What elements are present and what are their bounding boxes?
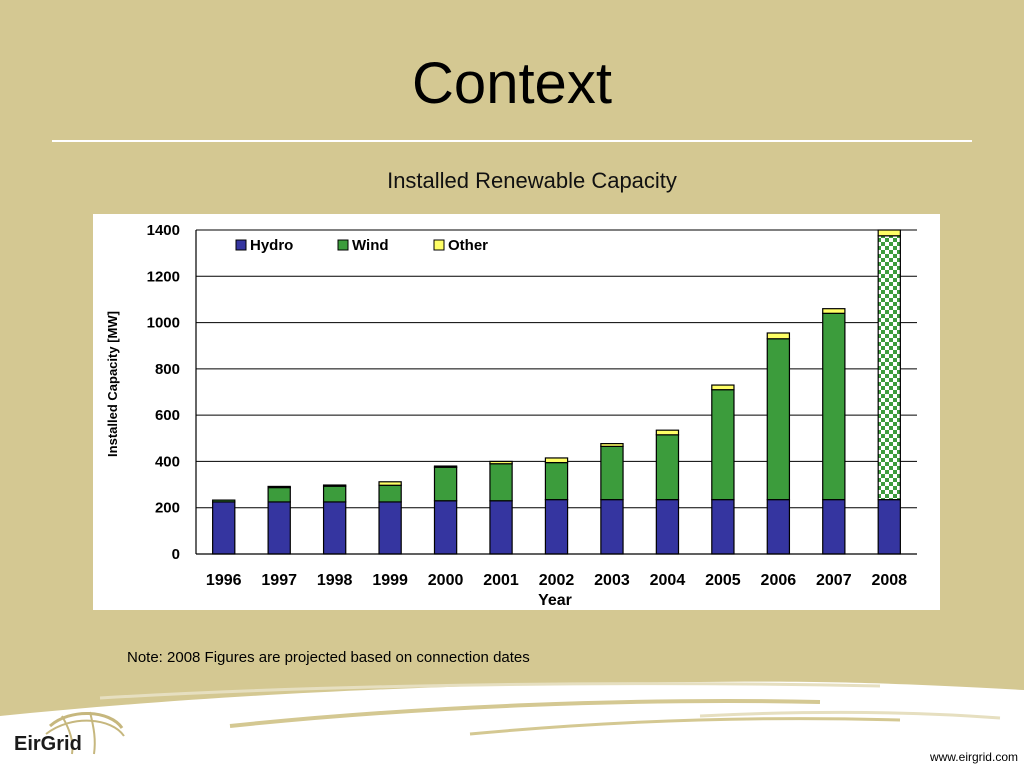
y-tick-label: 1200 <box>147 268 180 285</box>
bar-wind-2003 <box>600 445 624 501</box>
bar-other-2003 <box>600 443 624 447</box>
bar-other-1999 <box>378 481 402 486</box>
x-tick-label: 2003 <box>594 572 630 589</box>
x-tick-label: 2001 <box>483 572 519 589</box>
bar-other-2005 <box>711 384 735 391</box>
stacked-bar-chart: 0 200 400 600 800 1000 1200 1400 1996 1997 1998 199… <box>105 222 917 609</box>
bar-wind-2007 <box>822 312 846 501</box>
bar-hydro-2002 <box>544 499 569 555</box>
bar-hydro-2006 <box>766 499 791 555</box>
bar-hydro-1997 <box>267 501 291 555</box>
bar-hydro-2001 <box>489 500 513 555</box>
bar-other-2004 <box>655 429 680 436</box>
chart-title: Installed Renewable Capacity <box>387 168 677 193</box>
svg-text:EirGrid: EirGrid <box>14 733 82 755</box>
bar-wind-1999 <box>378 484 402 503</box>
bar-other-2000 <box>433 465 458 468</box>
bar-other-2006 <box>766 332 791 340</box>
website-url: www.eirgrid.com <box>929 750 1018 764</box>
title-divider <box>52 140 972 142</box>
x-tick-label: 2006 <box>761 572 797 589</box>
y-tick-label: 400 <box>155 453 180 470</box>
bar-wind-2001 <box>489 463 513 502</box>
y-tick-label: 200 <box>155 500 180 517</box>
x-axis-label: Year <box>538 592 572 609</box>
legend-label-hydro: Hydro <box>250 237 293 254</box>
y-tick-label: 800 <box>155 361 180 378</box>
bar-hydro-2004 <box>655 499 680 555</box>
x-tick-label: 2008 <box>871 572 907 589</box>
x-tick-label: 2007 <box>816 572 852 589</box>
slide-title: Context <box>412 51 612 116</box>
bar-hydro-2007 <box>822 499 846 555</box>
bar-other-2008 <box>877 229 901 237</box>
y-axis-label: Installed Capacity [MW] <box>105 311 120 457</box>
x-tick-label: 2005 <box>705 572 741 589</box>
x-tick-label: 1999 <box>372 572 408 589</box>
bar-wind-2006 <box>766 338 791 501</box>
bar-hydro-1998 <box>322 501 347 555</box>
projection-note: Note: 2008 Figures are projected based o… <box>127 649 530 666</box>
bar-wind-1997 <box>267 486 291 503</box>
bar-wind-2008 <box>877 235 901 501</box>
bar-other-1997 <box>267 485 291 489</box>
legend-swatch-hydro <box>235 239 247 251</box>
x-tick-label: 2002 <box>539 572 575 589</box>
eirgrid-logo: EirGrid <box>14 711 125 755</box>
x-tick-label: 1998 <box>317 572 353 589</box>
chart-panel: 0 200 400 600 800 1000 1200 1400 1996 1997 1998 199… <box>93 214 940 610</box>
x-tick-label: 1996 <box>206 572 242 589</box>
bar-hydro-1999 <box>378 501 402 555</box>
legend-swatch-other <box>433 239 445 251</box>
bar-hydro-2008 <box>877 499 901 555</box>
axes: 0 200 400 600 800 1000 1200 1400 1996 1997 1998 199… <box>147 222 917 589</box>
x-tick-label: 2000 <box>428 572 464 589</box>
bar-other-2001 <box>489 460 513 465</box>
y-tick-label: 0 <box>172 546 180 563</box>
y-tick-label: 600 <box>155 407 180 424</box>
bar-other-2007 <box>822 308 846 314</box>
bar-wind-1998 <box>322 485 347 503</box>
legend: Hydro Wind Other <box>235 237 488 254</box>
bar-wind-2002 <box>544 461 569 501</box>
bar-other-2002 <box>544 457 569 464</box>
footer-swoosh <box>0 681 1024 768</box>
bar-wind-2005 <box>711 389 735 501</box>
bar-other-1998 <box>322 484 347 487</box>
bar-wind-1996 <box>212 499 236 503</box>
bar-hydro-2000 <box>433 500 458 555</box>
bar-wind-2004 <box>655 434 680 501</box>
legend-swatch-wind <box>337 239 349 251</box>
y-tick-label: 1000 <box>147 315 180 332</box>
bars <box>212 229 901 555</box>
bar-hydro-1996 <box>212 501 236 555</box>
x-tick-label: 1997 <box>261 572 297 589</box>
legend-label-wind: Wind <box>352 237 389 254</box>
x-tick-label: 2004 <box>650 572 686 589</box>
legend-label-other: Other <box>448 237 488 254</box>
bar-hydro-2005 <box>711 499 735 555</box>
bar-wind-2000 <box>433 466 458 502</box>
y-tick-label: 1400 <box>147 222 180 239</box>
bar-hydro-2003 <box>600 499 624 555</box>
